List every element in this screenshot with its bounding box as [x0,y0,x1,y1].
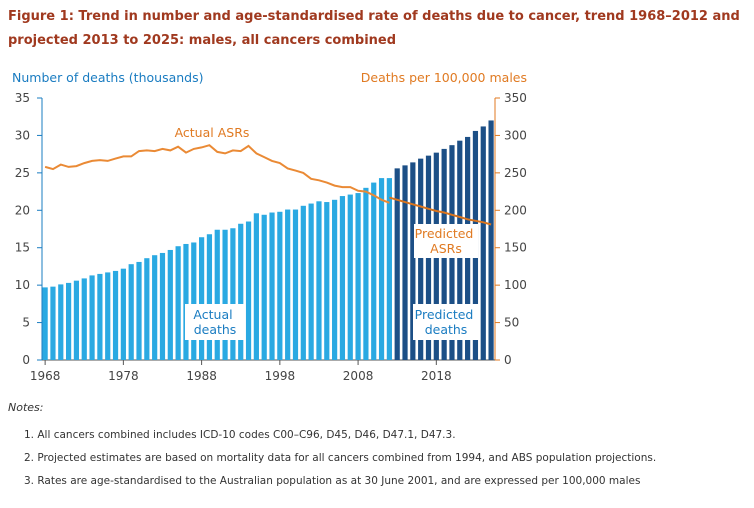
bar [128,264,134,360]
y-tick-label: 10 [15,278,30,292]
bar [300,205,306,360]
y-axis-label: Number of deaths (thousands) [12,70,204,85]
chart-title: Figure 1: Trend in number and age-standa… [8,9,740,24]
bar [66,282,72,360]
line [389,196,492,226]
bar [175,246,181,360]
bar [339,196,346,360]
bar [363,187,369,360]
bar [355,193,361,360]
y2-tick-label: 250 [504,166,527,180]
y-tick-label: 20 [15,203,30,217]
bar [410,162,416,360]
bar [230,228,236,360]
bar [277,211,283,360]
x-tick-label: 1978 [108,369,139,383]
bar [199,237,205,360]
label-line: Actual [193,307,236,322]
series-label: Predicted deaths [415,307,478,337]
y-tick-label: 5 [22,316,30,330]
bar [152,255,158,360]
y2-tick-label: 100 [504,278,527,292]
y2-tick-label: 200 [504,203,527,217]
bar [285,209,291,360]
bar [159,252,166,360]
bar [50,286,56,360]
bar [324,202,330,360]
bar [371,182,377,360]
y-tick-label: 0 [22,353,30,367]
bar [347,194,353,360]
bar [73,280,80,360]
label-box [185,304,245,340]
y-tick-label: 25 [15,166,30,180]
label-line: Predicted [415,226,478,241]
y2-axis-label: Deaths per 100,000 males [361,70,527,85]
label-line: deaths [425,322,468,337]
y2-tick-label: 0 [504,353,512,367]
bar [167,249,173,360]
bar [214,229,220,360]
bar [58,284,64,360]
bar [222,229,228,360]
label-box [414,224,478,258]
bar [378,178,385,360]
bar [89,275,95,360]
bar [418,158,424,360]
notes-heading: Notes: [8,401,43,414]
bar [394,168,400,360]
bar [97,273,103,360]
label-line: deaths [194,322,237,337]
series-label: Actual ASRs [175,125,250,140]
bar [144,258,150,360]
bar [81,278,87,360]
bar [332,199,338,360]
series-label: Predicted ASRs [415,226,478,256]
y2-tick-label: 300 [504,128,527,142]
bar [245,221,252,360]
label-box [413,304,479,340]
note: 1. All cancers combined includes ICD-10 … [24,429,456,441]
x-tick-label: 2018 [421,369,452,383]
bar [292,209,299,360]
bar [480,126,486,361]
bar [112,270,119,360]
bar [308,203,314,360]
bar [402,165,408,360]
label-line: Predicted [415,307,478,322]
line [44,144,390,204]
bar [238,223,244,360]
note: 3. Rates are age-standardised to the Aus… [24,475,640,487]
bar [488,120,494,360]
y2-tick-label: 50 [504,316,519,330]
bar [261,214,267,360]
bar [183,243,189,360]
bar [42,287,48,360]
bar [386,178,392,360]
bar [316,201,322,360]
x-tick-label: 1998 [265,369,296,383]
x-tick-label: 2008 [343,369,374,383]
y-tick-label: 35 [15,91,30,105]
series-label: Actual deaths [193,307,236,337]
note: 2. Projected estimates are based on mort… [24,452,656,464]
bar [253,213,259,360]
bar [269,212,275,360]
y-tick-label: 15 [15,241,30,255]
label-line: ASRs [430,241,462,256]
x-tick-label: 1968 [30,369,61,383]
bar [206,234,213,360]
bar [105,272,111,360]
y2-tick-label: 350 [504,91,527,105]
bar [136,261,142,360]
y-tick-label: 30 [15,128,30,142]
chart-title: projected 2013 to 2025: males, all cance… [8,33,396,48]
y2-tick-label: 150 [504,241,527,255]
x-tick-label: 1988 [186,369,217,383]
bar [120,268,126,360]
bar [191,242,197,360]
